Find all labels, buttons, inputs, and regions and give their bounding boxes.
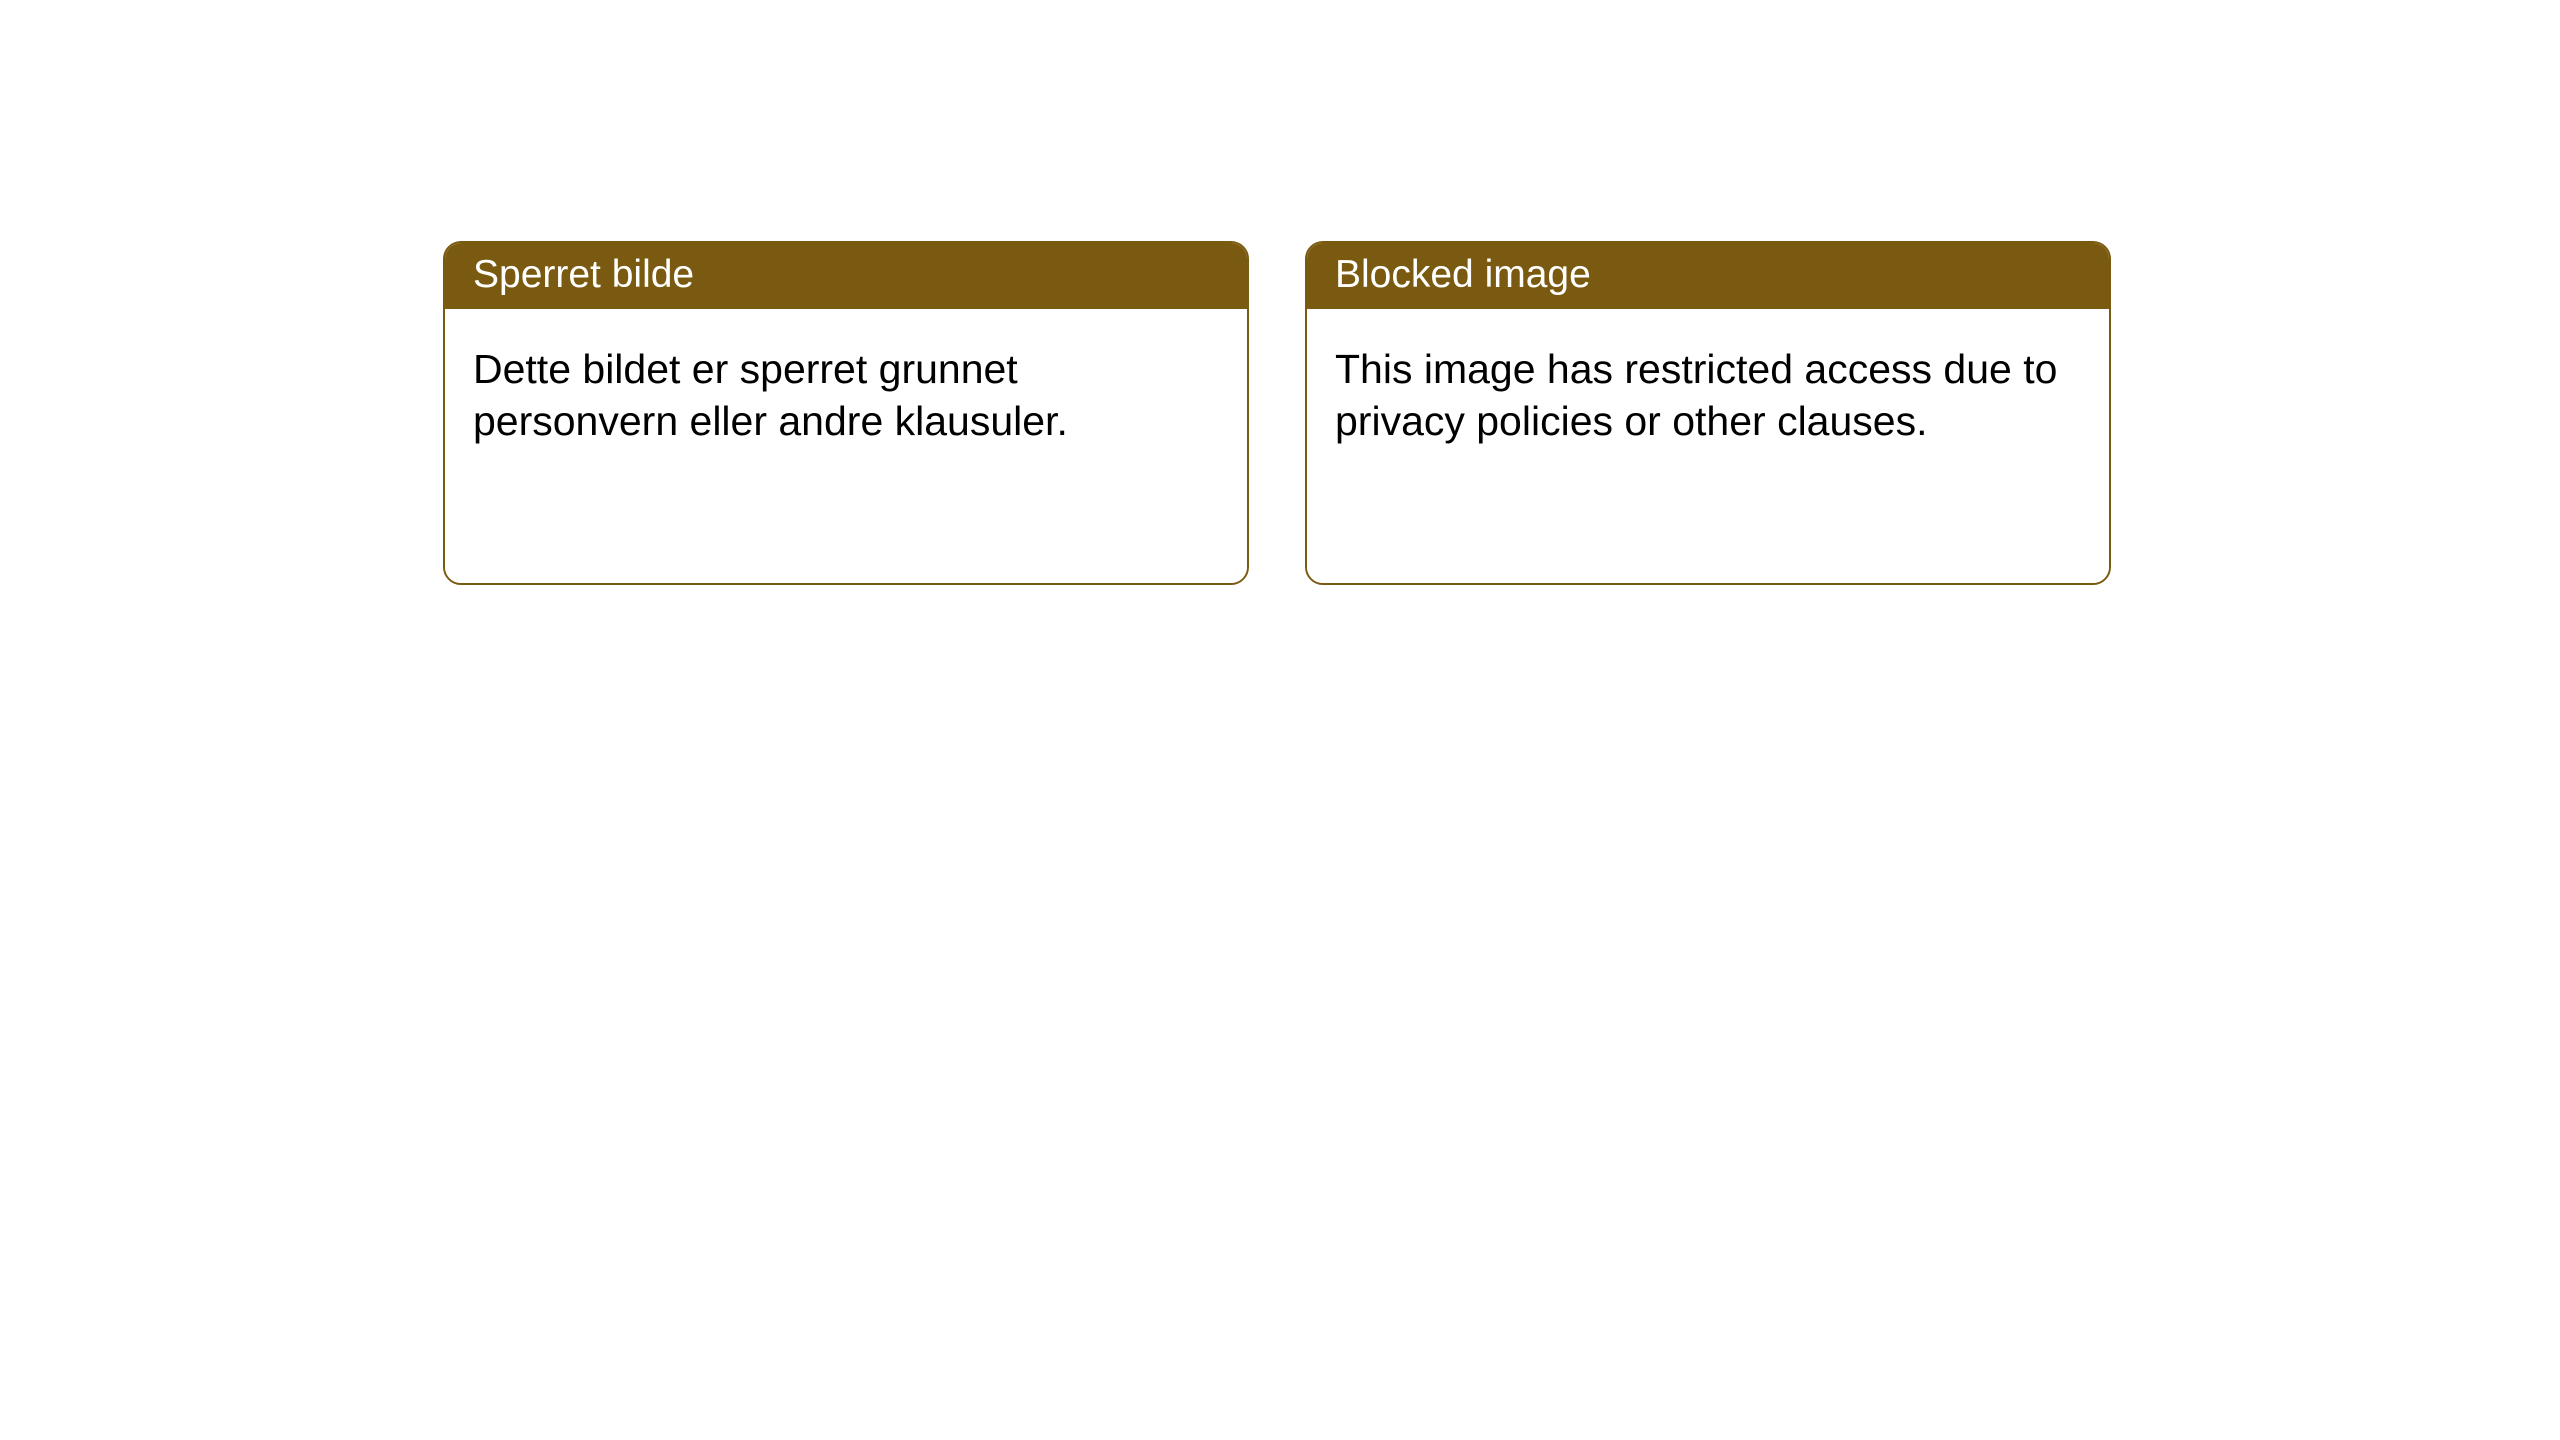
notice-card-body: Dette bildet er sperret grunnet personve… <box>445 309 1247 583</box>
notice-card-english: Blocked image This image has restricted … <box>1305 241 2111 585</box>
notice-card-header: Sperret bilde <box>445 243 1247 309</box>
notice-card-body: This image has restricted access due to … <box>1307 309 2109 583</box>
notice-card-norwegian: Sperret bilde Dette bildet er sperret gr… <box>443 241 1249 585</box>
notice-card-header: Blocked image <box>1307 243 2109 309</box>
notice-cards-container: Sperret bilde Dette bildet er sperret gr… <box>443 241 2111 585</box>
